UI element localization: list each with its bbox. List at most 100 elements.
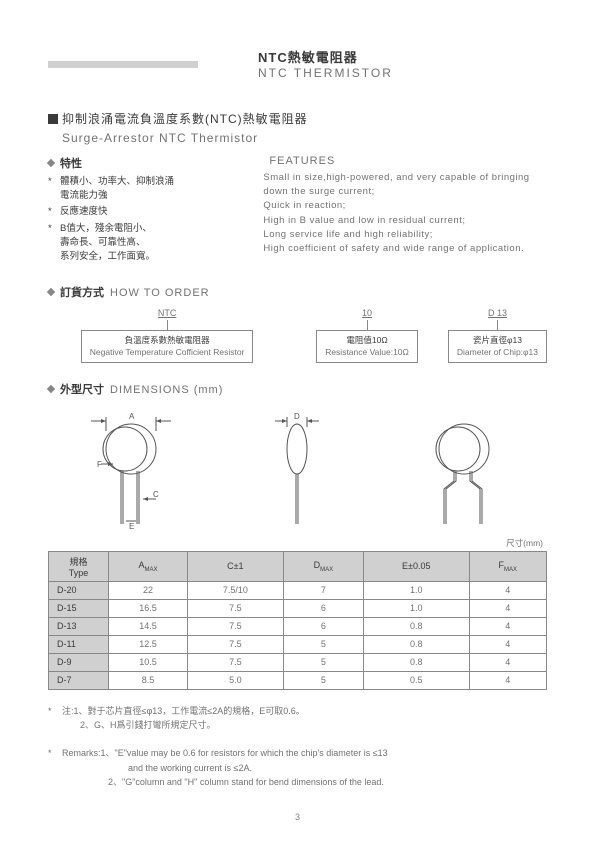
header-title-en: NTC THERMISTOR (258, 66, 393, 80)
table-cell: 7.5/10 (187, 581, 283, 599)
star-icon: * (48, 746, 62, 760)
order-box-cn: 瓷片直徑φ13 (457, 335, 538, 346)
features-col: FEATURES Small in size,high-powered, and… (263, 155, 547, 267)
table-cell: 7.5 (187, 599, 283, 617)
diamond-icon (47, 159, 55, 167)
notes-cn-line: 1、對于芯片直徑≤φ13，工作電流≤2A的規格，E可取0.6。 (74, 704, 305, 718)
table-cell: D-20 (49, 581, 109, 599)
table-cell: 4 (469, 671, 547, 689)
order-box: D 13 瓷片直徑φ13 Diameter of Chip:φ13 (448, 308, 547, 362)
order-box-en: Diameter of Chip:φ13 (457, 347, 538, 358)
feature-line: Quick in reaction; (263, 199, 547, 213)
diamond-icon (47, 288, 55, 296)
col-e: E±0.05 (364, 551, 469, 581)
table-row: D-1314.57.560.84 (49, 617, 547, 635)
table-header-row: 規格 Type AMAX C±1 DMAX E±0.05 FMAX (49, 551, 547, 581)
table-row: D-1516.57.561.04 (49, 599, 547, 617)
char-bullet-text: B值大，殘余電阻小、 壽命長、可靠性高、 系列安全，工作面寬。 (60, 222, 155, 265)
notes-en-line: 2、"G"column and "H" column stand for ben… (108, 775, 547, 789)
table-cell: D-13 (49, 617, 109, 635)
notes-cn: * 注: 1、對于芯片直徑≤φ13，工作電流≤2A的規格，E可取0.6。 2、G… (48, 704, 547, 733)
svg-text:D: D (294, 412, 300, 421)
col-d: DMAX (283, 551, 363, 581)
table-cell: 1.0 (364, 599, 469, 617)
table-cell: 0.8 (364, 635, 469, 653)
dimension-drawing-front: A F C E (71, 409, 191, 529)
char-bullet-text: 反應速度快 (60, 205, 108, 219)
characteristics-two-col: 特性 * 體積小、功率大、抑制浪涌 電流能力強 * 反應速度快 * B值大，殘余… (48, 155, 547, 267)
feature-line: Long service life and high reliability; (263, 228, 547, 242)
header-row: NTC熱敏電阻器 NTC THERMISTOR (48, 50, 547, 80)
order-boxes: NTC 負溫度系數熱敏電阻器 Negative Temperature Coff… (48, 308, 547, 362)
order-box-top: NTC (158, 308, 177, 318)
feature-line: Small in size,high-powered, and very cap… (263, 171, 547, 185)
dimension-drawings: A F C E D (48, 409, 547, 529)
dimensions-table-wrap: 尺寸(mm) 規格 Type AMAX C±1 DMAX E±0.05 FMAX… (48, 537, 547, 690)
char-bullet: * 體積小、功率大、抑制浪涌 電流能力強 (48, 175, 233, 204)
dim-subhead: 外型尺寸 DIMENSIONS (mm) (48, 381, 547, 397)
star-icon: * (48, 175, 60, 204)
order-box-body: 瓷片直徑φ13 Diameter of Chip:φ13 (448, 330, 547, 362)
table-cell: 7.5 (187, 617, 283, 635)
table-cell: 7.5 (187, 653, 283, 671)
svg-text:E: E (129, 522, 134, 529)
order-label-cn: 訂貨方式 (60, 284, 104, 300)
table-cell: 4 (469, 617, 547, 635)
svg-text:C: C (153, 490, 159, 499)
dimensions-table: 規格 Type AMAX C±1 DMAX E±0.05 FMAX D-2022… (48, 551, 547, 690)
order-box-cn: 負溫度系數熱敏電阻器 (90, 335, 245, 346)
table-cell: 7 (283, 581, 363, 599)
table-cell: 14.5 (109, 617, 188, 635)
star-icon: * (48, 704, 62, 718)
square-bullet-icon (48, 114, 58, 124)
table-cell: 4 (469, 653, 547, 671)
dimension-drawing-bent (404, 409, 524, 529)
char-bullet-text: 體積小、功率大、抑制浪涌 電流能力強 (60, 175, 174, 204)
table-cell: 10.5 (109, 653, 188, 671)
table-cell: 22 (109, 581, 188, 599)
table-cell: 6 (283, 599, 363, 617)
main-title-en: Surge-Arrestor NTC Thermistor (62, 131, 547, 145)
feature-line: High coefficient of safety and wide rang… (263, 242, 547, 256)
svg-text:A: A (129, 412, 135, 421)
header-title-cn: NTC熱敏電阻器 (258, 50, 393, 66)
table-cell: 4 (469, 581, 547, 599)
connector-line-icon (167, 320, 168, 330)
table-cell: 12.5 (109, 635, 188, 653)
main-title-cn: 抑制浪涌電流負溫度系數(NTC)熱敏電阻器 (62, 110, 308, 127)
page-number: 3 (295, 812, 300, 822)
table-row: D-910.57.550.84 (49, 653, 547, 671)
table-cell: 0.8 (364, 617, 469, 635)
header-decor-bar (48, 61, 198, 68)
notes-en-prefix: Remarks: (62, 746, 101, 760)
table-cell: 7.5 (187, 635, 283, 653)
table-cell: 6 (283, 617, 363, 635)
table-cell: 5.0 (187, 671, 283, 689)
table-row: D-20227.5/1071.04 (49, 581, 547, 599)
unit-label: 尺寸(mm) (48, 537, 547, 549)
header-titles: NTC熱敏電阻器 NTC THERMISTOR (258, 50, 393, 80)
table-cell: 4 (469, 635, 547, 653)
order-box-top: 10 (362, 308, 372, 318)
col-f: FMAX (469, 551, 547, 581)
order-box-body: 負溫度系數熱敏電阻器 Negative Temperature Cofficie… (81, 330, 254, 362)
features-label-en: FEATURES (269, 155, 547, 167)
notes-en-line: and the working current is ≤2A. (128, 761, 547, 775)
table-cell: D-7 (49, 671, 109, 689)
order-box-en: Resistance Value:10Ω (325, 347, 409, 358)
feature-line: High in B value and low in residual curr… (263, 214, 547, 228)
char-label-cn: 特性 (60, 155, 82, 171)
star-icon: * (48, 222, 60, 265)
table-cell: 1.0 (364, 581, 469, 599)
dim-label-en: DIMENSIONS (mm) (110, 384, 223, 396)
order-subhead: 訂貨方式 HOW TO ORDER (48, 284, 547, 300)
table-cell: 0.5 (364, 671, 469, 689)
col-type: 規格 Type (49, 551, 109, 581)
order-box: 10 電阻值10Ω Resistance Value:10Ω (316, 308, 418, 362)
table-cell: 4 (469, 599, 547, 617)
table-cell: D-11 (49, 635, 109, 653)
diamond-icon (47, 384, 55, 392)
order-box-cn: 電阻值10Ω (325, 335, 409, 346)
table-cell: 0.8 (364, 653, 469, 671)
characteristics-col: 特性 * 體積小、功率大、抑制浪涌 電流能力強 * 反應速度快 * B值大，殘余… (48, 155, 233, 267)
